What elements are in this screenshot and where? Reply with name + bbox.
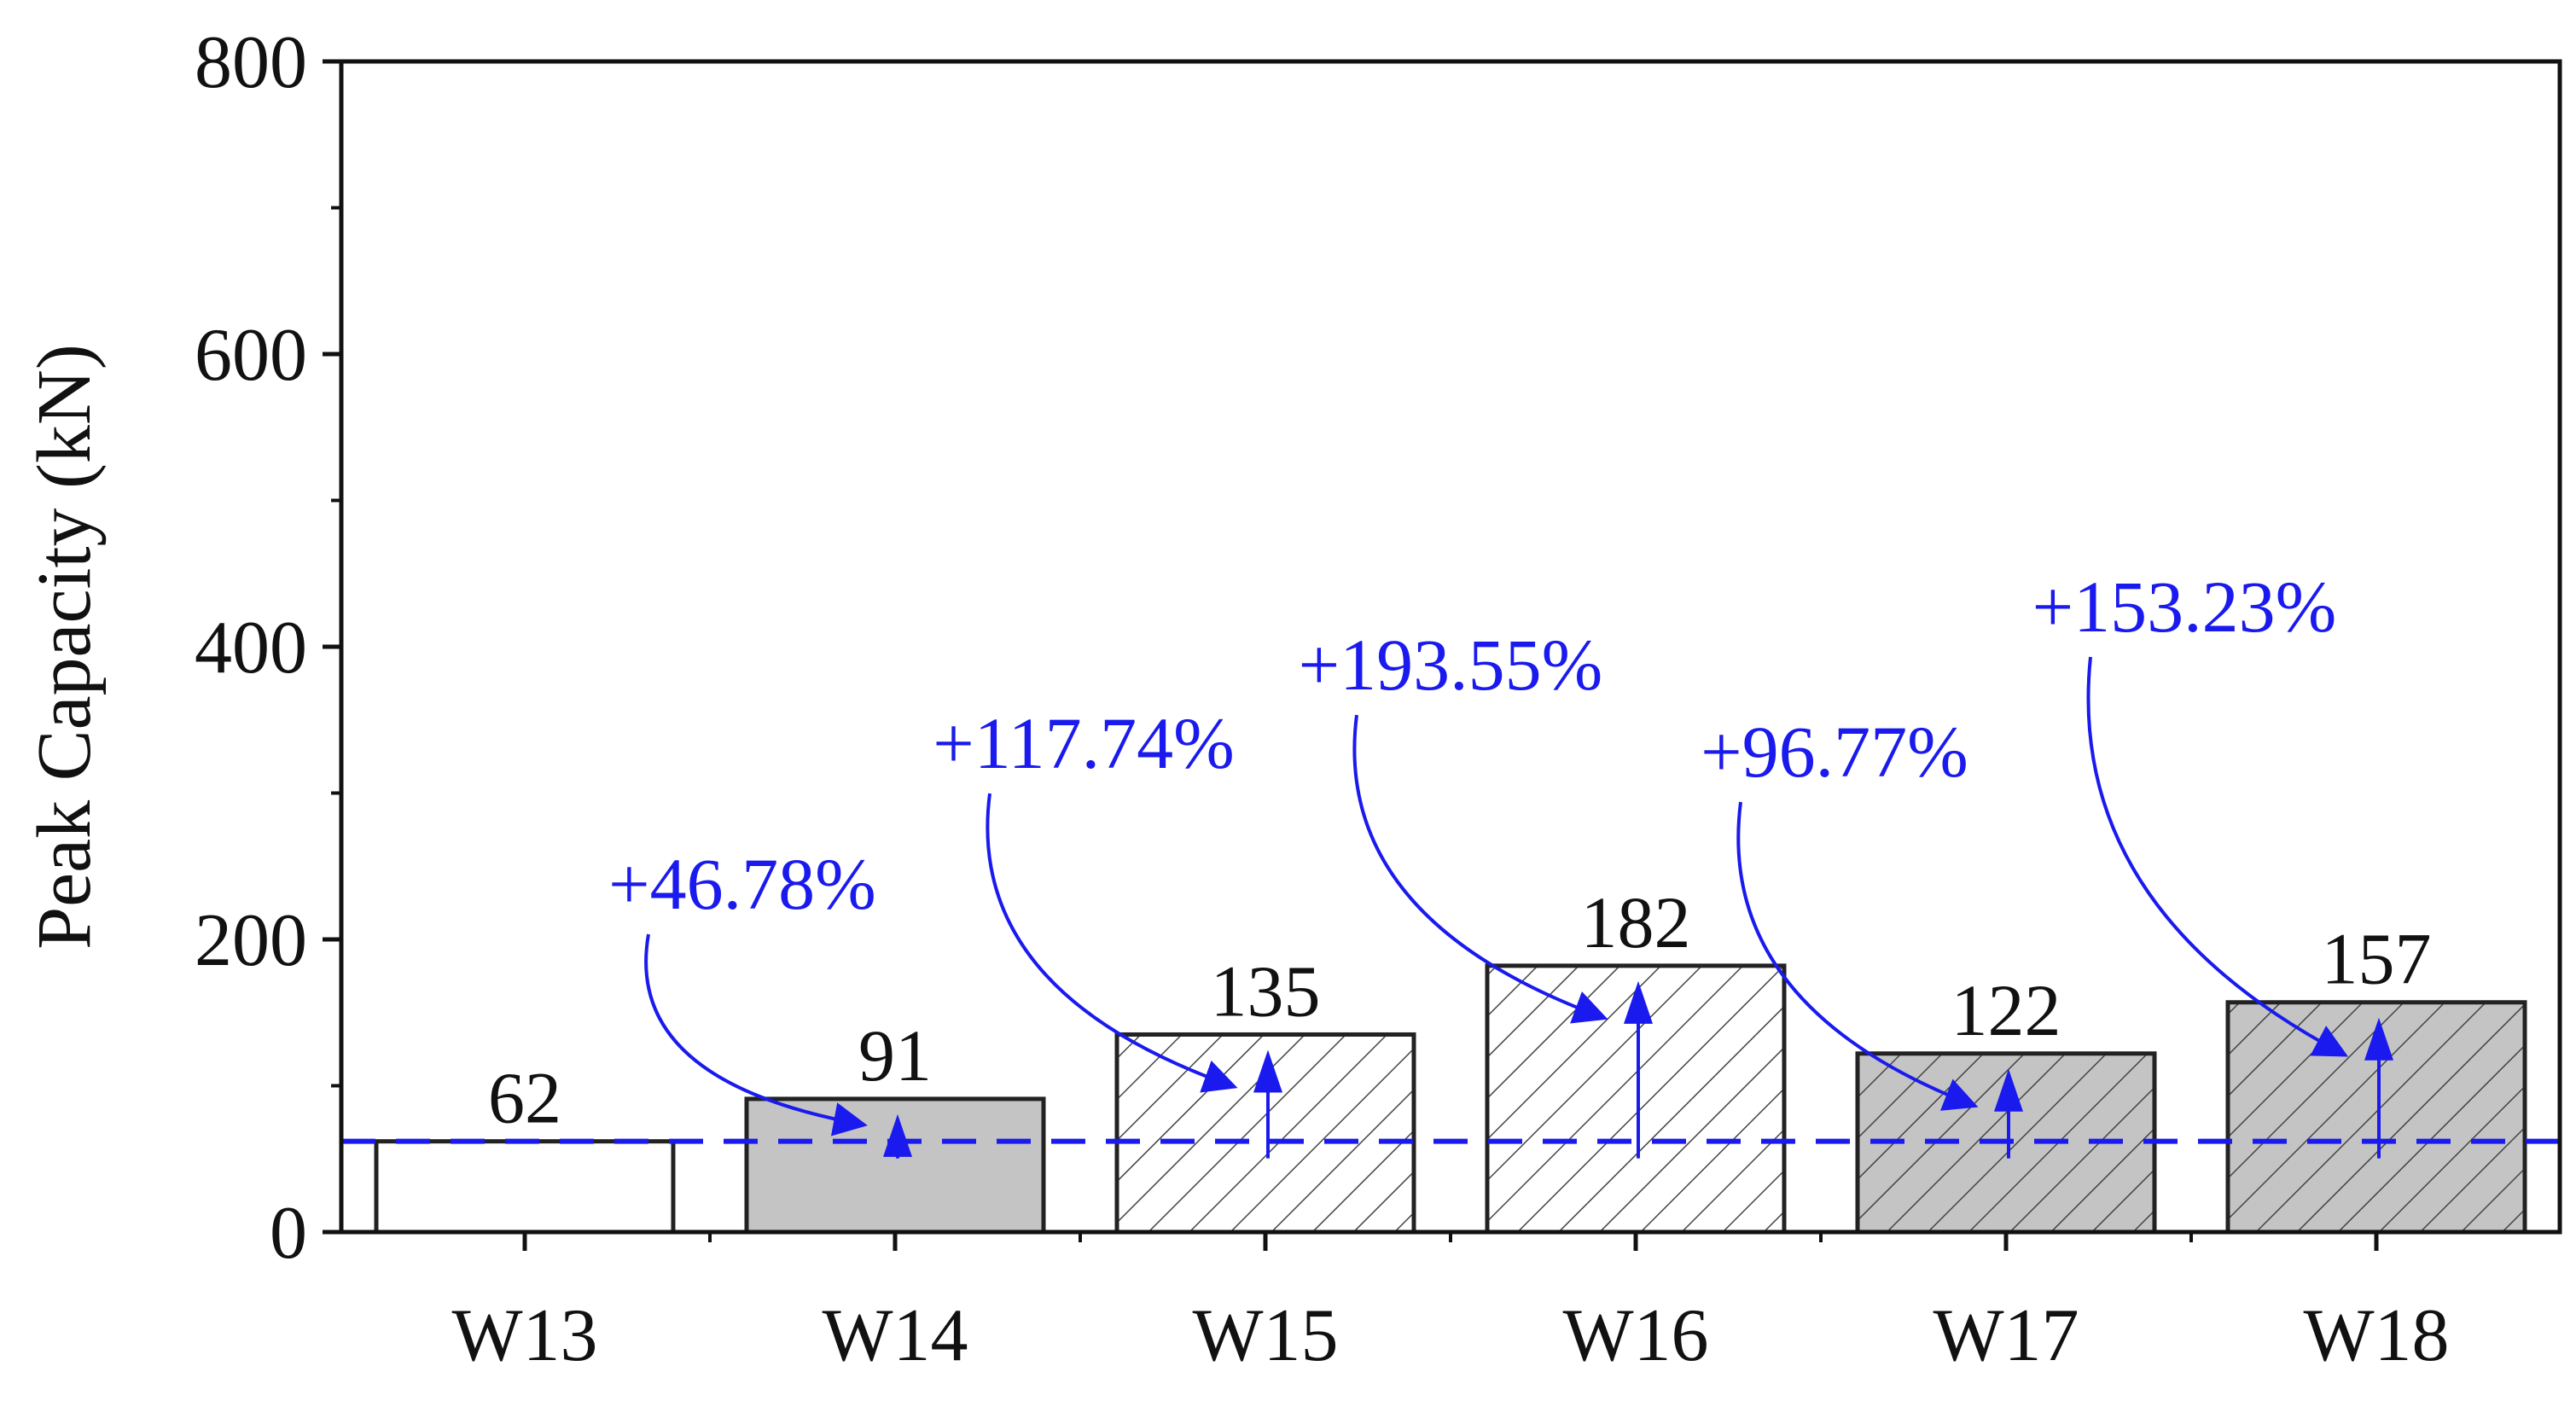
x-category-label: W17 <box>1933 1294 2079 1377</box>
annotations-layer: +46.78% +117.74% +193.55% +96.77% +153.23% <box>608 566 2393 1159</box>
increase-arrowhead <box>2364 1017 2393 1061</box>
annotation-leader-arrow <box>1352 714 1608 1024</box>
increase-percentage-label: +46.78% <box>608 843 876 925</box>
bar-value-label: 157 <box>2322 918 2432 1000</box>
x-category-label: W16 <box>1562 1294 1708 1377</box>
increase-percentage-label: +153.23% <box>2032 566 2337 648</box>
increase-arrowhead <box>1253 1049 1282 1093</box>
y-tick-label: 800 <box>195 21 307 104</box>
increase-percentage-label: +193.55% <box>1299 624 1603 706</box>
bar-w14 <box>747 1098 1044 1232</box>
y-tick-label: 200 <box>195 899 307 982</box>
y-axis: 0 200 400 600 800 <box>195 21 341 1275</box>
x-category-label: W18 <box>2303 1294 2449 1377</box>
annotation-leader-arrow <box>1736 801 1979 1111</box>
bar-value-label: 182 <box>1581 881 1691 963</box>
annotation-leader-arrow <box>986 793 1238 1093</box>
increase-percentage-label: +117.74% <box>933 702 1234 784</box>
y-axis-title: Peak Capacity (kN) <box>22 344 107 950</box>
x-category-label: W14 <box>822 1294 968 1377</box>
y-tick-label: 400 <box>195 607 307 689</box>
x-category-label: W15 <box>1192 1294 1338 1377</box>
bar-w13 <box>376 1141 673 1232</box>
bar-value-label: 62 <box>488 1057 561 1139</box>
bar-value-label: 135 <box>1211 950 1321 1032</box>
y-tick-label: 600 <box>195 314 307 397</box>
increase-percentage-label: +96.77% <box>1701 711 1968 793</box>
increase-arrowhead <box>1624 980 1653 1024</box>
x-category-label: W13 <box>451 1294 597 1377</box>
bar-value-label: 122 <box>1951 969 2061 1051</box>
annotation-leader-arrow <box>2086 656 2349 1057</box>
annotation-leader-arrow <box>644 933 868 1136</box>
bars-layer: 62 91 135 182 122 157 <box>374 881 2527 1235</box>
x-axis: W13 W14 W15 W16 W17 W18 <box>451 1232 2450 1377</box>
y-tick-label: 0 <box>270 1192 307 1275</box>
increase-arrowhead <box>1994 1068 2023 1112</box>
bar-value-label: 91 <box>858 1014 932 1096</box>
increase-arrowhead <box>883 1113 912 1157</box>
